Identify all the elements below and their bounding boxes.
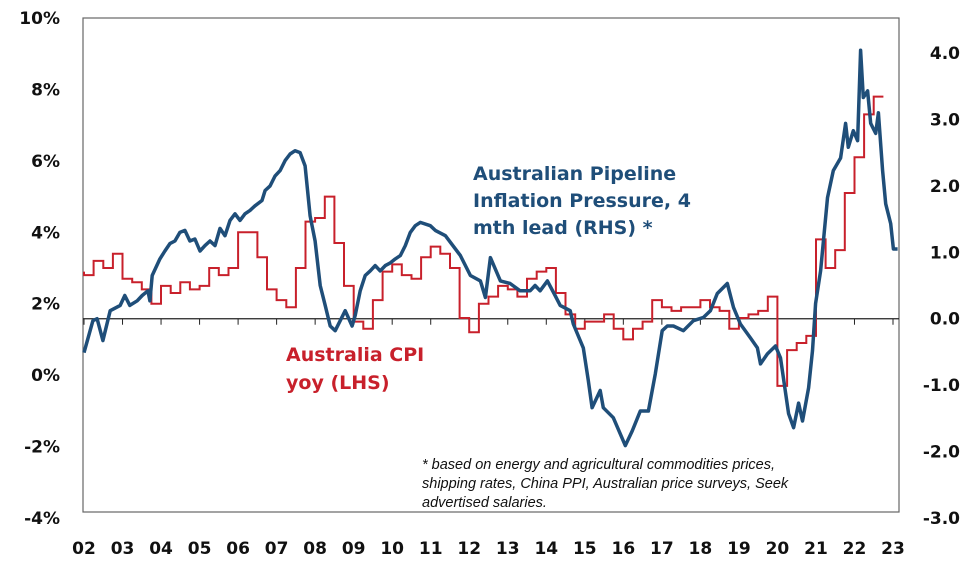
x-tick-label: 22 (843, 539, 867, 559)
x-tick-label: 07 (265, 539, 289, 559)
left-tick-label: 0% (31, 366, 60, 386)
x-tick-label: 19 (727, 539, 751, 559)
right-axis-tick-labels: 4.0 3.0 2.0 1.0 0.0 -1.0 -2.0 -3.0 (923, 44, 960, 529)
x-tick-label: 23 (881, 539, 905, 559)
x-tick-label: 12 (457, 539, 481, 559)
x-tick-label: 14 (534, 539, 558, 559)
left-tick-label: -4% (24, 509, 60, 529)
right-tick-label: -1.0 (923, 376, 960, 396)
legend-label-cpi: Australia CPI yoy (LHS) (286, 344, 431, 394)
x-tick-label: 20 (766, 539, 790, 559)
x-tick-label: 17 (650, 539, 674, 559)
x-tick-label: 08 (303, 539, 327, 559)
right-tick-label: -3.0 (923, 509, 960, 529)
legend-label-pipeline-line-2: Inflation Pressure, 4 (473, 190, 691, 212)
x-axis-tick-labels: 02 03 04 05 06 07 08 09 10 11 12 13 14 15 16 17 18 19 20 21… (72, 539, 905, 559)
left-tick-label: 4% (31, 223, 60, 243)
legend-label-cpi-line-1: Australia CPI (286, 344, 424, 366)
x-tick-label: 13 (496, 539, 520, 559)
left-tick-label: 8% (31, 80, 60, 100)
right-tick-label: 4.0 (930, 44, 960, 64)
x-tick-label: 15 (573, 539, 597, 559)
footnote: * based on energy and agricultural commo… (422, 457, 792, 511)
legend-label-pipeline-line-3: mth lead (RHS) * (473, 217, 653, 239)
x-tick-label: 06 (226, 539, 250, 559)
x-tick-label: 09 (342, 539, 366, 559)
legend-label-pipeline-line-1: Australian Pipeline (473, 163, 676, 185)
x-tick-label: 02 (72, 539, 96, 559)
right-tick-label: 1.0 (930, 243, 960, 263)
footnote-line-3: advertised salaries. (422, 495, 547, 511)
series-australia-cpi-line (83, 95, 884, 387)
left-tick-label: 6% (31, 152, 60, 172)
x-tick-label: 03 (111, 539, 135, 559)
legend-label-pipeline: Australian Pipeline Inflation Pressure, … (473, 163, 698, 239)
right-tick-label: 0.0 (930, 310, 960, 330)
footnote-line-1: * based on energy and agricultural commo… (422, 457, 775, 473)
x-tick-label: 18 (689, 539, 713, 559)
x-tick-label: 04 (149, 539, 173, 559)
x-tick-label: 16 (611, 539, 635, 559)
x-axis-ticks (83, 318, 894, 325)
right-tick-label: 2.0 (930, 177, 960, 197)
left-tick-label: 10% (19, 9, 60, 29)
x-tick-label: 11 (419, 539, 443, 559)
legend-label-cpi-line-2: yoy (LHS) (286, 372, 390, 394)
x-tick-label: 21 (804, 539, 828, 559)
left-tick-label: 2% (31, 295, 60, 315)
left-tick-label: -2% (24, 438, 60, 458)
series-pipeline-inflation-line (82, 48, 898, 448)
right-tick-label: 3.0 (930, 110, 960, 130)
right-tick-label: -2.0 (923, 443, 960, 463)
left-axis-tick-labels: 10% 8% 6% 4% 2% 0% -2% -4% (19, 9, 60, 529)
footnote-line-2: shipping rates, China PPI, Australian pr… (422, 476, 789, 492)
x-tick-label: 05 (188, 539, 212, 559)
plot-frame (82, 17, 900, 513)
x-tick-label: 10 (380, 539, 404, 559)
